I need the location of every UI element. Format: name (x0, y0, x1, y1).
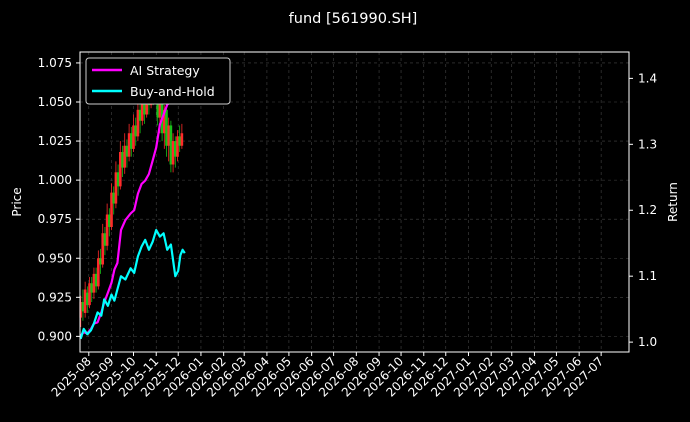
candle-body (86, 292, 89, 306)
candle-body (97, 258, 100, 287)
candle-body (101, 233, 105, 265)
candle-body (112, 192, 116, 204)
left-tick-label: 0.975 (38, 212, 72, 226)
candle-body (108, 214, 111, 227)
candle-body (173, 141, 177, 157)
candle-body (88, 283, 91, 306)
left-tick-label: 1.000 (38, 173, 72, 187)
left-tick-label: 1.075 (38, 56, 72, 70)
left-tick-label: 1.025 (38, 134, 72, 148)
right-tick-label: 1.3 (638, 137, 657, 151)
candle-body (110, 192, 113, 227)
chart-title: fund [561990.SH] (289, 11, 418, 27)
candle-body (125, 145, 129, 157)
right-y-axis: 1.0 1.1 1.2 1.3 1.4 (629, 71, 657, 349)
legend-label-ai-strategy: AI Strategy (130, 63, 200, 78)
legend-label-buy-and-hold: Buy-and-Hold (130, 84, 215, 99)
left-tick-label: 1.050 (38, 95, 72, 109)
left-tick-label: 0.900 (38, 329, 72, 343)
candle-body (141, 98, 144, 121)
candle-body (178, 136, 181, 146)
candle-body (99, 258, 102, 265)
candle-body (138, 109, 142, 121)
candle-body (158, 94, 162, 118)
candle-body (180, 133, 184, 146)
buy-and-hold-line (79, 228, 186, 340)
candle-body (162, 109, 166, 134)
candle-body (123, 145, 127, 168)
right-axis-title: Return (666, 182, 680, 222)
candle-body (114, 172, 118, 204)
candle-body (171, 141, 175, 165)
series-lines (79, 97, 186, 340)
candle-body (130, 133, 133, 149)
candle-body (169, 125, 173, 165)
candle-body (83, 289, 87, 313)
candle-body (81, 302, 85, 312)
candle-body (103, 233, 107, 246)
left-y-axis: 0.900 0.925 0.950 0.975 1.000 1.025 1.050 1.075 (38, 56, 80, 343)
candle-body (116, 172, 120, 187)
candle-body (165, 109, 168, 146)
candle-body (121, 152, 124, 168)
candle-body (134, 125, 138, 137)
ai-strategy-line (79, 97, 183, 337)
candle-body (105, 214, 109, 246)
candle-body (94, 273, 98, 287)
candle-body (136, 109, 140, 137)
candle-body (119, 152, 122, 187)
candle-body (92, 273, 96, 293)
candle-body (176, 136, 179, 157)
right-tick-label: 1.0 (638, 335, 657, 349)
left-axis-title: Price (10, 187, 24, 216)
left-tick-label: 0.950 (38, 251, 72, 265)
candle-body (143, 98, 146, 115)
candle-body (90, 283, 94, 293)
legend: AI Strategy Buy-and-Hold (85, 57, 231, 105)
plot-frame (79, 51, 630, 353)
candle-body (160, 94, 164, 134)
right-tick-label: 1.2 (638, 203, 657, 217)
left-tick-label: 0.925 (38, 290, 72, 304)
candle-body (132, 125, 135, 149)
candle-body (167, 125, 170, 146)
candle-body (127, 133, 131, 157)
candle-body (79, 302, 83, 318)
right-tick-label: 1.4 (638, 71, 657, 85)
right-tick-label: 1.1 (638, 269, 657, 283)
